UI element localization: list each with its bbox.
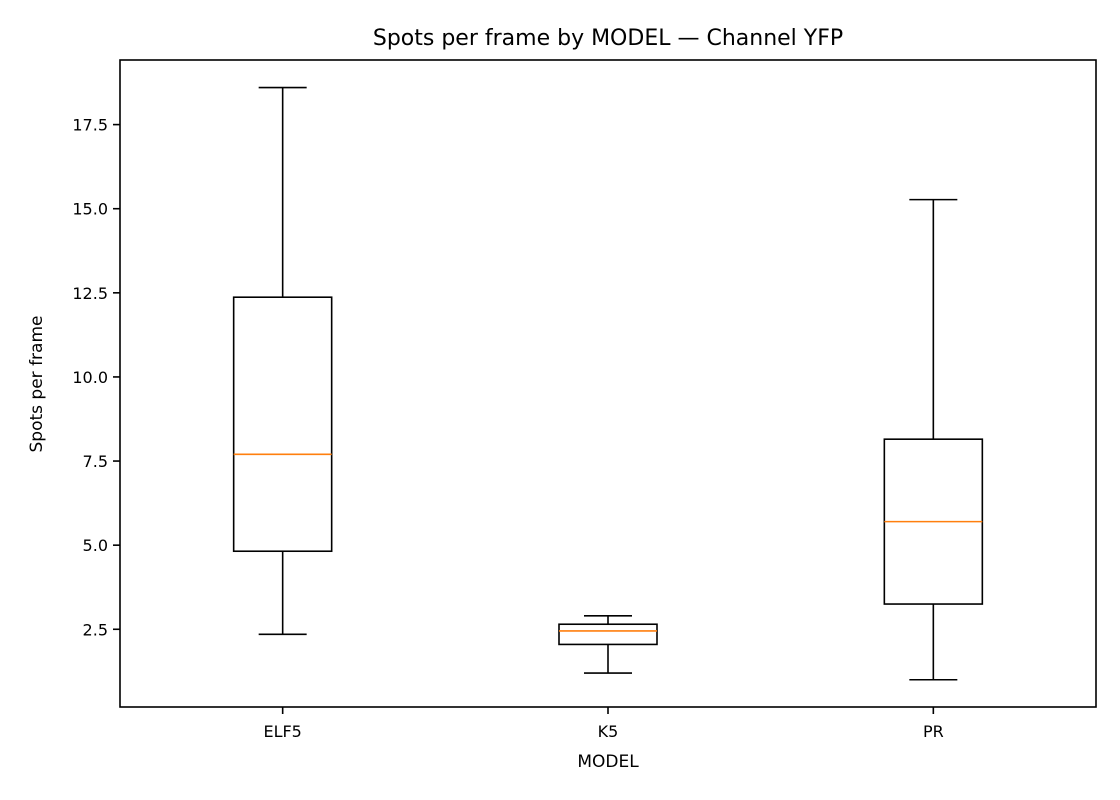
box [558,623,658,646]
y-tick-label: 5.0 [83,536,108,555]
y-tick-label: 12.5 [72,284,108,303]
x-tick-label: PR [923,722,944,741]
y-tick-label: 15.0 [72,200,108,219]
x-tick-label: K5 [598,722,619,741]
x-tick-label: ELF5 [263,722,301,741]
axes-frame [119,59,1097,708]
x-axis-label: MODEL [577,752,639,772]
box [232,296,333,553]
y-tick-label: 17.5 [72,116,108,135]
chart-title: Spots per frame by MODEL — Channel YFP [373,26,843,51]
plot-area: 2.5 5.0 7.5 10.0 12.5 15.0 17.5 ELF5 K5 PR [72,59,1097,741]
y-tick-label: 2.5 [83,620,108,639]
y-tick-label: 7.5 [83,452,108,471]
y-axis-label: Spots per frame [27,316,47,453]
y-tick-label: 10.0 [72,368,108,387]
